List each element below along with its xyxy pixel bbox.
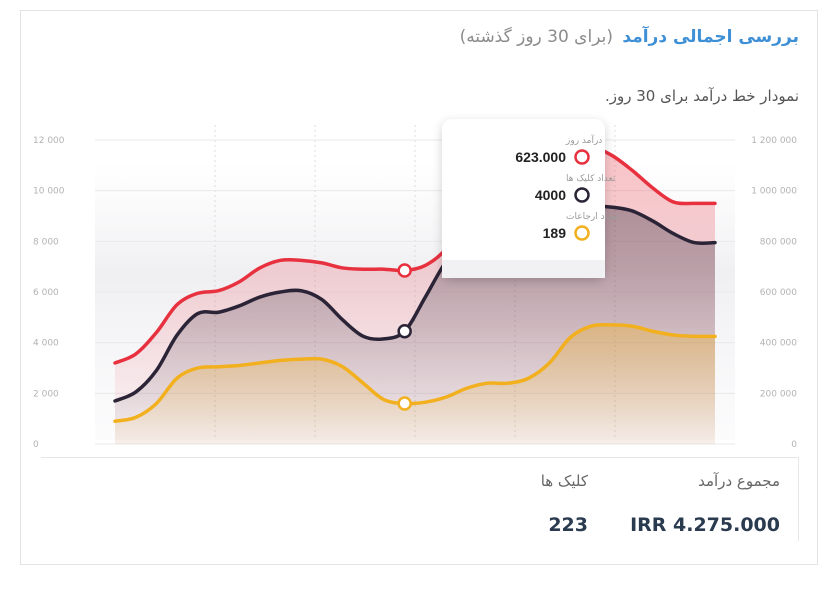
tooltip-label: درآمد روز [565,134,602,146]
clicks-label: کلیک ها [540,472,588,490]
left-tick-label: 8 000 [33,237,59,247]
right-axis-ticks: 0 200 000 400 000 600 000 800 000 1 000 000 1 … [751,136,797,450]
revenue-marker [397,263,412,278]
left-tick-label: 2 000 [33,389,59,399]
right-tick-label: 1 000 000 [751,187,797,197]
tooltip-value: 623.000 [515,149,566,165]
left-tick-label: 0 [33,440,39,450]
tooltip-swatch [574,187,590,203]
right-tick-label: 1 200 000 [751,136,797,146]
tooltip-value: 4000 [535,187,566,203]
hover-markers [397,263,412,411]
right-tick-label: 800 000 [760,237,797,247]
tooltip-swatch [574,149,590,165]
referrals-area [115,324,715,444]
left-tick-label: 10 000 [33,187,65,197]
referrals-line [113,323,717,423]
left-tick-label: 6 000 [33,288,59,298]
left-axis-ticks: 0 2 000 4 000 6 000 8 000 10 000 12 000 [33,136,65,450]
right-tick-label: 0 [791,440,797,450]
referrals-marker [397,396,412,411]
revenue-line [113,143,717,365]
card-title-period: (برای 30 روز گذشته) [459,27,613,47]
clicks-line [113,204,717,403]
tooltip-value: 189 [543,225,567,241]
tooltip-label: تعداد کلیک ها [566,174,616,184]
right-tick-label: 400 000 [760,339,797,349]
clicks-value: 223 [548,514,588,536]
left-tick-label: 4 000 [33,339,59,349]
total-revenue-label: مجموع درآمد [698,472,780,490]
chart-subtitle: نمودار خط درآمد برای 30 روز. [604,87,799,105]
tooltip-label: تعداد ارجاعات [566,212,619,222]
clicks-marker [397,324,412,339]
right-tick-label: 600 000 [760,288,797,298]
tooltip-box [442,119,605,278]
stats-panel: مجموع درآمد IRR 4.275.000 کلیک ها 223 [41,457,799,541]
card-title-main: بررسی اجمالی درآمد [622,27,799,47]
card-title: بررسی اجمالی درآمد (برای 30 روز گذشته) [460,27,799,47]
series-lines [113,143,717,423]
tooltip-swatch [574,225,590,241]
total-revenue-value: IRR 4.275.000 [630,514,780,536]
tooltip-footer-mask [442,240,605,260]
left-tick-label: 12 000 [33,136,65,146]
right-tick-label: 200 000 [760,389,797,399]
